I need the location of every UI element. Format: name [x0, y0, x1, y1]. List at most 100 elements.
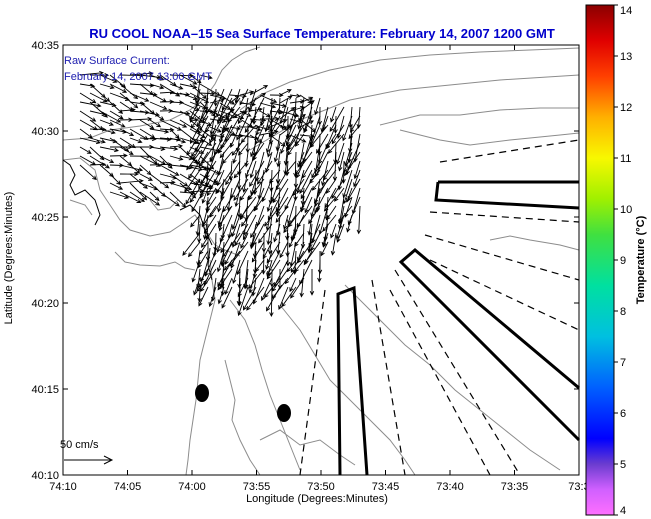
current-vector	[149, 83, 165, 90]
current-vector	[109, 182, 124, 190]
y-tick-label: 40:30	[31, 126, 59, 138]
current-vector	[316, 133, 329, 154]
chart-title: RU COOL NOAA–15 Sea Surface Temperature:…	[89, 26, 555, 41]
current-vector	[139, 119, 155, 130]
current-vector	[246, 286, 265, 311]
current-vector	[220, 232, 233, 254]
colorbar-tick-label: 8	[620, 306, 626, 318]
current-vector	[248, 268, 265, 290]
colorbar-tick-label: 14	[620, 5, 632, 17]
current-vector	[267, 106, 281, 130]
current-vector	[99, 146, 119, 153]
current-vector	[197, 250, 209, 269]
current-vector	[222, 196, 233, 213]
y-tick-label: 40:10	[31, 470, 59, 482]
current-vector	[271, 268, 289, 292]
current-vector	[213, 88, 218, 107]
annotation-line-1: Raw Surface Current:	[64, 55, 170, 67]
current-vector	[119, 191, 142, 203]
current-vector	[279, 95, 293, 104]
current-vector	[299, 169, 313, 194]
current-vector	[189, 106, 201, 123]
current-vector	[330, 223, 337, 239]
current-vector	[119, 92, 139, 109]
current-vector	[216, 169, 225, 187]
current-vector	[259, 116, 280, 122]
current-vector	[299, 133, 315, 139]
current-vector	[208, 286, 217, 308]
y-tick-label: 40:15	[31, 384, 59, 396]
current-vector	[79, 128, 93, 139]
current-vector	[229, 126, 241, 131]
current-vector	[251, 142, 265, 161]
current-vector	[169, 191, 187, 208]
current-vector	[288, 232, 297, 248]
current-vector	[198, 169, 209, 190]
current-vector	[296, 205, 313, 228]
current-vector	[99, 155, 115, 163]
current-vector	[79, 110, 97, 122]
colorbar-tick-label: 5	[620, 459, 626, 471]
current-vector	[185, 178, 201, 205]
current-vector	[249, 92, 267, 104]
current-vector	[129, 164, 141, 174]
current-vector	[229, 241, 249, 267]
current-vector	[233, 178, 249, 201]
current-vector	[347, 196, 361, 226]
current-vector	[231, 223, 241, 248]
current-vector	[190, 115, 201, 129]
current-vector	[209, 98, 225, 104]
current-vector	[209, 124, 217, 144]
current-vector	[191, 196, 201, 213]
current-vector	[294, 259, 305, 273]
current-vector	[272, 178, 289, 204]
current-vector	[338, 205, 353, 224]
current-vector	[217, 187, 225, 213]
current-vector	[201, 205, 217, 228]
current-vector	[308, 223, 321, 248]
current-vector	[89, 162, 107, 167]
current-vector	[259, 129, 279, 136]
current-vector	[308, 205, 321, 225]
current-vector	[304, 241, 321, 264]
current-vector	[289, 134, 307, 143]
current-vector	[303, 115, 313, 134]
current-vector	[242, 214, 257, 241]
current-vector	[201, 142, 217, 165]
current-vector	[109, 110, 124, 120]
x-tick-label: 74:05	[114, 481, 142, 493]
current-vector	[284, 187, 297, 211]
current-vector	[273, 223, 281, 243]
current-vector	[299, 268, 305, 298]
current-vector	[279, 125, 293, 136]
current-vector	[251, 241, 265, 263]
current-vector	[343, 151, 361, 177]
current-vector	[149, 101, 168, 110]
current-vector	[290, 277, 305, 299]
colorbar-tick-label: 7	[620, 357, 626, 369]
current-vector	[239, 110, 252, 117]
x-tick-label: 73:45	[372, 481, 400, 493]
current-vector	[231, 214, 241, 238]
current-vector	[217, 133, 233, 154]
current-vector	[318, 205, 329, 235]
current-vector	[234, 187, 241, 208]
current-vector	[199, 241, 209, 255]
colorbar-tick-label: 13	[620, 51, 632, 63]
current-vector	[262, 241, 273, 260]
current-vector	[203, 214, 217, 234]
current-vector	[223, 250, 241, 271]
current-vector	[283, 214, 297, 234]
current-vector	[149, 74, 165, 81]
current-vector	[259, 94, 278, 103]
current-vector	[219, 94, 236, 105]
current-vector	[348, 124, 361, 140]
current-vector	[240, 196, 257, 219]
current-vector	[323, 196, 337, 212]
current-vector	[269, 169, 281, 184]
current-vector	[109, 153, 128, 158]
current-vector	[310, 232, 321, 252]
current-vector	[99, 119, 114, 126]
station-marker-1	[195, 384, 209, 402]
current-vector	[243, 286, 257, 311]
